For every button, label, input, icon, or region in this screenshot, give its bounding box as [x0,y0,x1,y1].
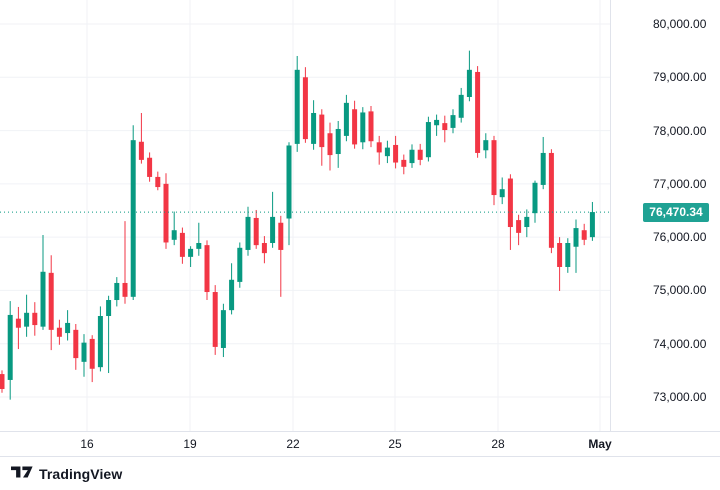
price-axis-label: 77,000.00 [653,176,707,191]
candlestick-canvas[interactable] [0,0,610,431]
time-axis[interactable]: 16 19 22 25 28 May [0,431,720,457]
price-axis-label: 78,000.00 [653,123,707,138]
chart-footer: TradingView [0,458,720,490]
price-axis[interactable]: 76,470.34 80,000.00 79,000.00 78,000.00 77,… [610,0,720,431]
price-axis-label: 80,000.00 [653,17,707,31]
time-axis-label: 16 [80,437,94,451]
price-axis-label: 75,000.00 [653,283,707,298]
tradingview-logo-icon[interactable] [11,465,33,484]
time-axis-label: 19 [183,437,197,451]
price-axis-label: 76,000.00 [653,230,707,245]
price-axis-label: 79,000.00 [653,70,707,85]
time-axis-label: May [588,437,612,451]
candlestick-plot[interactable] [0,0,610,431]
price-axis-label: 73,000.00 [653,390,707,404]
tradingview-logo-text[interactable]: TradingView [39,466,123,482]
time-axis-label: 28 [491,437,505,451]
time-axis-label: 22 [286,437,300,451]
price-axis-label: 74,000.00 [653,336,707,351]
price-axis-border [610,0,611,457]
last-price-badge: 76,470.34 [643,202,709,222]
time-axis-label: 25 [388,437,402,451]
